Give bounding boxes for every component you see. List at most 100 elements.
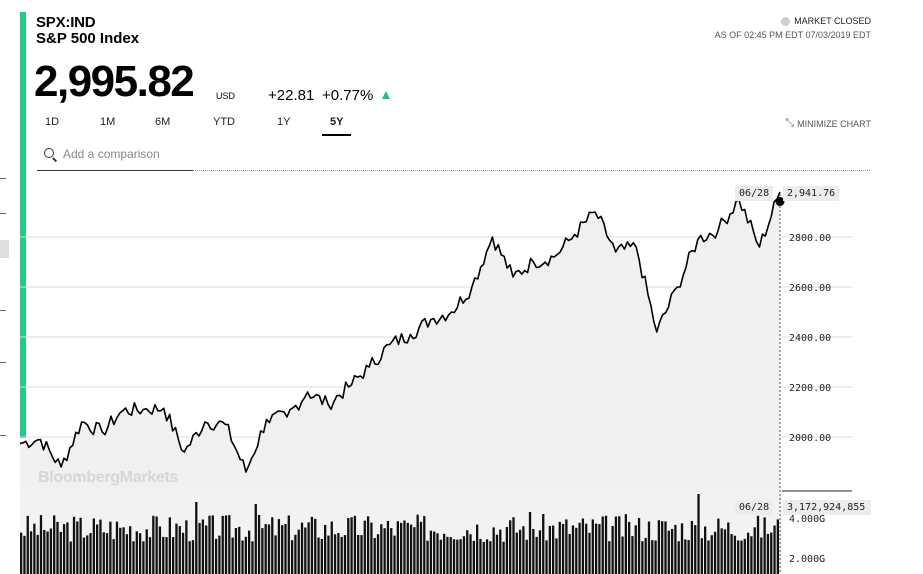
- volume-bar: [575, 527, 578, 574]
- price-axis-label: 2200.00: [789, 383, 831, 394]
- volume-bar: [122, 527, 125, 574]
- volume-bar: [158, 526, 162, 574]
- volume-bar: [495, 534, 499, 574]
- volume-bar: [72, 516, 76, 574]
- volume-bar: [271, 517, 274, 574]
- volume-bar: [241, 540, 244, 574]
- volume-bar: [248, 530, 251, 574]
- volume-bar: [548, 526, 551, 574]
- volume-bar: [300, 522, 304, 574]
- volume-bar: [347, 518, 350, 574]
- price-axis-label: 2000.00: [789, 433, 831, 444]
- left-edge: [0, 0, 14, 574]
- volume-bar: [641, 541, 644, 574]
- edge-mark: [0, 178, 6, 179]
- volume-bar: [234, 528, 238, 574]
- price-line: [19, 191, 781, 473]
- comparison-search: [37, 144, 193, 171]
- volume-bar: [578, 522, 581, 574]
- volume-bar: [604, 515, 608, 574]
- volume-bar: [694, 525, 697, 574]
- volume-bar: [135, 531, 138, 574]
- price-chart[interactable]: 2000.00 2200.00 2400.00 2600.00 2800.00: [0, 172, 923, 492]
- volume-bar: [634, 525, 637, 574]
- volume-bar: [320, 539, 323, 574]
- comparison-input[interactable]: [63, 145, 191, 163]
- volume-bar: [43, 530, 46, 574]
- volume-bar: [528, 512, 532, 574]
- volume-bar: [185, 520, 188, 574]
- hover-point: [775, 197, 785, 207]
- volume-bar: [297, 529, 300, 574]
- volume-bar: [522, 526, 525, 574]
- volume-bar: [670, 528, 674, 574]
- minimize-chart-button[interactable]: ⤡ MINIMIZE CHART: [785, 117, 871, 130]
- volume-bar: [763, 517, 766, 574]
- volume-chart[interactable]: 2.000G 4.000G: [0, 490, 923, 574]
- tab-1m[interactable]: 1M: [100, 116, 116, 128]
- volume-bar: [343, 535, 347, 574]
- volume-bar: [102, 532, 105, 574]
- volume-bar: [545, 540, 548, 574]
- volume-bar: [82, 537, 86, 574]
- volume-bar: [175, 523, 178, 574]
- volume-bar: [115, 521, 119, 574]
- volume-bar: [770, 532, 773, 574]
- volume-bar: [307, 522, 310, 574]
- volume-bar: [86, 535, 89, 574]
- volume-bar: [46, 531, 49, 574]
- tab-ytd[interactable]: YTD: [213, 116, 235, 128]
- volume-bar: [96, 524, 99, 574]
- volume-bar: [66, 522, 69, 574]
- volume-bar: [376, 534, 380, 574]
- volume-bar: [49, 528, 53, 574]
- volume-bar: [542, 514, 545, 574]
- volume-bar: [568, 533, 571, 574]
- volume-bar: [555, 538, 558, 574]
- volume-bar: [614, 516, 618, 574]
- volume-bar: [125, 534, 129, 574]
- volume-bar: [651, 540, 654, 574]
- volume-bar: [730, 534, 733, 574]
- volume-bar: [244, 536, 247, 574]
- volume-bar: [737, 540, 740, 574]
- volume-bar: [631, 536, 634, 574]
- tab-6m[interactable]: 6M: [155, 116, 171, 128]
- tab-1d[interactable]: 1D: [45, 116, 60, 128]
- volume-bar: [439, 539, 442, 574]
- edge-handle[interactable]: [0, 240, 9, 258]
- volume-bar: [624, 514, 627, 574]
- volume-bar: [148, 537, 152, 574]
- volume-bar: [518, 529, 522, 574]
- volume-bar: [20, 532, 23, 574]
- volume-bar: [628, 521, 631, 574]
- price-axis-label: 2400.00: [789, 333, 831, 344]
- volume-bar: [585, 523, 588, 574]
- volume-bar: [178, 526, 181, 574]
- volume-bar: [538, 530, 542, 574]
- volume-bar: [740, 540, 743, 574]
- price-change: +22.81: [268, 87, 315, 104]
- status-dot-icon: [781, 16, 791, 26]
- tab-1y[interactable]: 1Y: [277, 116, 291, 128]
- volume-bar: [727, 522, 730, 574]
- volume-bar: [594, 523, 598, 574]
- volume-bar: [509, 520, 512, 574]
- tab-5y[interactable]: 5Y: [322, 116, 352, 136]
- volume-axis-labels: 2.000G 4.000G: [789, 514, 825, 565]
- volume-bar: [532, 529, 535, 574]
- volume-bar: [419, 521, 423, 574]
- volume-bar: [76, 521, 79, 574]
- volume-bar: [231, 537, 234, 574]
- volume-bar: [304, 527, 307, 574]
- volume-bar: [449, 537, 452, 574]
- volume-bar: [119, 527, 122, 574]
- volume-bar: [340, 536, 343, 574]
- volume-bar: [687, 540, 690, 574]
- volume-bar: [512, 517, 515, 574]
- volume-bar: [601, 516, 604, 574]
- market-status: MARKET CLOSED: [781, 16, 871, 26]
- volume-bar: [287, 515, 290, 574]
- volume-bar: [188, 541, 191, 574]
- search-icon: [44, 148, 54, 158]
